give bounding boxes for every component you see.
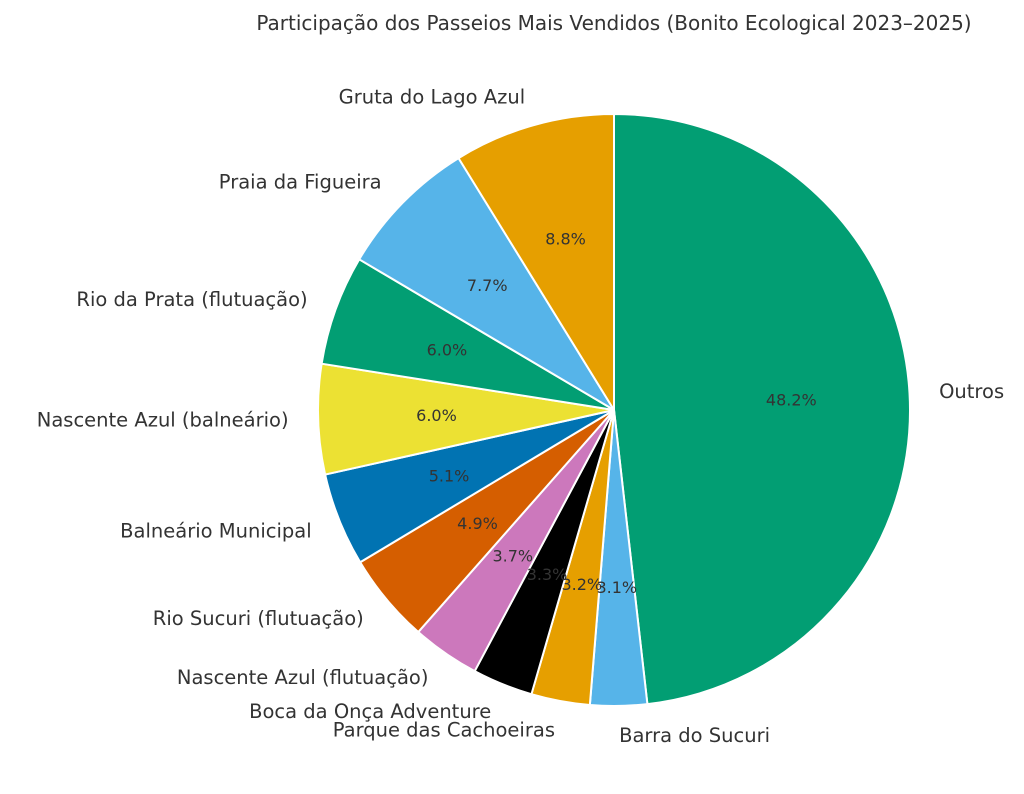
category-label: Boca da Onça Adventure: [249, 700, 491, 723]
percent-label: 8.8%: [545, 230, 586, 249]
category-labels: Outros Barra do Sucuri Parque das Cachoeir…: [37, 85, 1004, 747]
percent-label: 4.9%: [457, 514, 498, 533]
category-label: Nascente Azul (flutuação): [177, 666, 429, 689]
percent-label: 3.3%: [527, 565, 568, 584]
category-label: Barra do Sucuri: [619, 724, 770, 747]
chart-title: Participação dos Passeios Mais Vendidos …: [256, 11, 971, 35]
pie-wedge: [613, 113, 911, 706]
percent-label: 6.0%: [416, 406, 457, 425]
category-label: Rio Sucuri (flutuação): [153, 607, 364, 630]
category-label: Rio da Prata (flutuação): [76, 288, 307, 311]
category-label: Praia da Figueira: [219, 170, 382, 193]
percent-label: 7.7%: [467, 276, 508, 295]
category-label: Parque das Cachoeiras: [333, 719, 555, 742]
category-label: Balneário Municipal: [120, 519, 311, 542]
category-label: Outros: [939, 380, 1004, 403]
percent-label: 3.2%: [561, 575, 602, 594]
pie-wedge: [358, 157, 615, 411]
percent-label: 3.7%: [492, 546, 533, 565]
percent-label: 3.1%: [596, 578, 637, 597]
pie-wedges: [317, 113, 911, 707]
category-label: Gruta do Lago Azul: [339, 85, 525, 108]
percent-label: 5.1%: [429, 466, 470, 485]
percent-label: 48.2%: [766, 390, 817, 409]
percent-label: 6.0%: [427, 340, 468, 359]
category-label: Nascente Azul (balneário): [37, 409, 289, 432]
pie-wedge: [457, 113, 615, 411]
percent-labels: 48.2% 3.1%3.2%3.3%3.7% 4.9% 5.1% 6.0% 6.0% 7.7…: [416, 230, 817, 597]
